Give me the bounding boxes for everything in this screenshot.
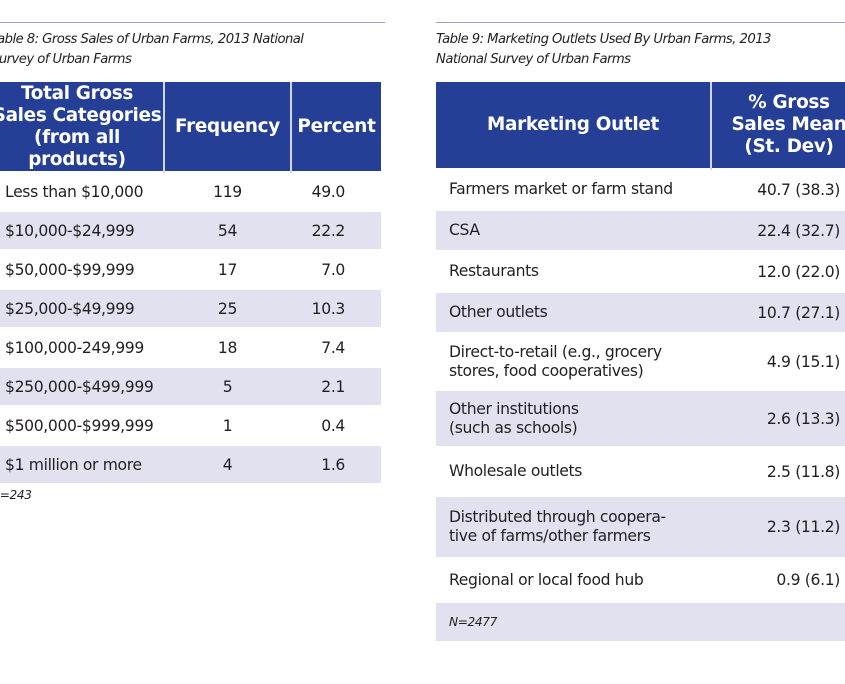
outlet-cell: Wholesale outlets: [436, 446, 711, 496]
outlet-cell: Direct-to-retail (e.g., grocery stores, …: [436, 332, 711, 390]
category-cell: $250,000-$499,999: [0, 366, 164, 406]
value-cell: 2.5 (11.8): [711, 446, 845, 496]
table9-header-value: % Gross Sales Mean (St. Dev): [710, 82, 845, 169]
frequency-cell: 1: [164, 405, 291, 445]
table8-sample-size-note: N=243: [0, 488, 32, 502]
outlet-cell: Regional or local food hub: [436, 557, 711, 602]
table8-header-category: Total Gross Sales Categories (from all p…: [0, 82, 164, 172]
percent-cell: 10.3: [291, 288, 381, 328]
table-row: $250,000-$499,999 5 2.1: [0, 366, 381, 406]
percent-cell: 0.4: [291, 405, 381, 445]
outlet-line2: stores, food cooperatives): [449, 361, 644, 380]
table-row: $25,000-$49,999 25 10.3: [0, 288, 381, 328]
frequency-cell: 4: [164, 444, 291, 483]
percent-cell: 7.4: [291, 327, 381, 367]
table-row: Distributed through coopera- tive of far…: [436, 495, 845, 558]
frequency-cell: 54: [164, 210, 291, 250]
table-row: Less than $10,000 119 49.0: [0, 171, 381, 211]
outlet-line1: Other institutions: [449, 399, 579, 418]
table9-header-outlet: Marketing Outlet: [436, 82, 711, 169]
table-row: Direct-to-retail (e.g., grocery stores, …: [436, 332, 845, 390]
table8-header-frequency: Frequency: [163, 82, 291, 172]
category-cell: $1 million or more: [0, 444, 164, 483]
outlet-line1: Direct-to-retail (e.g., grocery: [449, 342, 662, 361]
table-row: Restaurants 12.0 (22.0): [436, 250, 845, 292]
table-row: $10,000-$24,999 54 22.2: [0, 210, 381, 250]
outlet-cell: Farmers market or farm stand: [436, 168, 711, 210]
table8-caption-line1: Table 8: Gross Sales of Urban Farms, 201…: [0, 32, 304, 47]
table9-caption-line1: Table 9: Marketing Outlets Used By Urban…: [436, 32, 771, 47]
outlet-cell: Restaurants: [436, 250, 711, 292]
percent-cell: 1.6: [291, 444, 381, 483]
percent-cell: 49.0: [291, 171, 381, 211]
outlet-cell: Distributed through coopera- tive of far…: [436, 495, 711, 558]
value-cell: 22.4 (32.7): [711, 209, 845, 251]
value-cell: 0.9 (6.1): [711, 557, 845, 602]
frequency-cell: 18: [164, 327, 291, 367]
category-cell: $25,000-$49,999: [0, 288, 164, 328]
table8-header-row: Total Gross Sales Categories (from all p…: [0, 82, 381, 172]
category-cell: Less than $10,000: [0, 171, 164, 211]
percent-cell: 22.2: [291, 210, 381, 250]
outlet-cell: CSA: [436, 209, 711, 251]
table-row: $100,000-249,999 18 7.4: [0, 327, 381, 367]
category-cell: $100,000-249,999: [0, 327, 164, 367]
frequency-cell: 119: [164, 171, 291, 211]
table-row: $1 million or more 4 1.6: [0, 444, 381, 483]
value-cell: 12.0 (22.0): [711, 250, 845, 292]
table-row: Wholesale outlets 2.5 (11.8): [436, 446, 845, 496]
table-row: Other institutions (such as schools) 2.6…: [436, 389, 845, 447]
value-cell: 4.9 (15.1): [711, 332, 845, 390]
table-row: $500,000-$999,999 1 0.4: [0, 405, 381, 445]
frequency-cell: 17: [164, 249, 291, 289]
value-cell: 10.7 (27.1): [711, 291, 845, 333]
table9-caption: Table 9: Marketing Outlets Used By Urban…: [436, 30, 771, 70]
frequency-cell: 25: [164, 288, 291, 328]
table9-header-value-text: % Gross Sales Mean (St. Dev): [731, 92, 845, 157]
table-row: Other outlets 10.7 (27.1): [436, 291, 845, 333]
table9-sample-size-note: N=2477: [436, 601, 845, 641]
category-cell: $50,000-$99,999: [0, 249, 164, 289]
outlet-cell: Other outlets: [436, 291, 711, 333]
table-row: CSA 22.4 (32.7): [436, 209, 845, 251]
table9-header-row: Marketing Outlet % Gross Sales Mean (St.…: [436, 82, 845, 169]
outlet-line1: Distributed through coopera-: [449, 508, 666, 526]
table8: Total Gross Sales Categories (from all p…: [0, 82, 381, 483]
table8-top-rule: [0, 22, 385, 23]
value-cell: 40.7 (38.3): [711, 168, 845, 210]
table9-caption-line2: National Survey of Urban Farms: [436, 52, 631, 67]
table-row: Farmers market or farm stand 40.7 (38.3): [436, 168, 845, 210]
category-cell: $10,000-$24,999: [0, 210, 164, 250]
table8-caption: Table 8: Gross Sales of Urban Farms, 201…: [0, 30, 304, 70]
table-row: $50,000-$99,999 17 7.0: [0, 249, 381, 289]
table8-caption-line2: Survey of Urban Farms: [0, 52, 132, 67]
value-cell: 2.6 (13.3): [711, 389, 845, 447]
table-row: Regional or local food hub 0.9 (6.1): [436, 557, 845, 602]
table8-header-percent: Percent: [290, 82, 381, 172]
table9: Marketing Outlet % Gross Sales Mean (St.…: [436, 82, 845, 641]
frequency-cell: 5: [164, 366, 291, 406]
table9-note-row: N=2477: [436, 601, 845, 641]
outlet-cell: Other institutions (such as schools): [436, 389, 711, 447]
percent-cell: 7.0: [291, 249, 381, 289]
value-cell: 2.3 (11.2): [711, 495, 845, 558]
percent-cell: 2.1: [291, 366, 381, 406]
category-cell: $500,000-$999,999: [0, 405, 164, 445]
outlet-line2: (such as schools): [449, 418, 578, 437]
table9-top-rule: [436, 22, 845, 23]
outlet-line2: tive of farms/other farmers: [449, 527, 651, 545]
